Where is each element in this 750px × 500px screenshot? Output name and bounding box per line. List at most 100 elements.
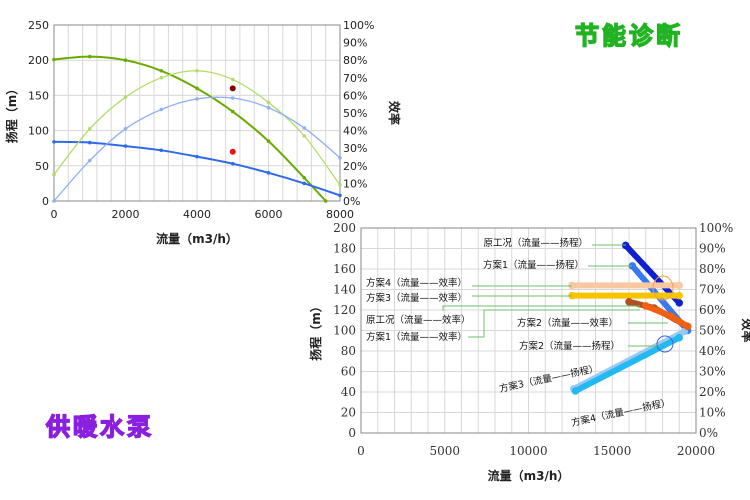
title-heating-pump: 供暖水泵 (45, 412, 154, 441)
y2-tick-label: 30% (343, 142, 367, 155)
data-point (123, 95, 128, 99)
data-point (159, 68, 164, 73)
y-tick-label: 160 (333, 262, 356, 276)
x-tick-label: 20000 (677, 444, 715, 458)
y-tick-label: 250 (28, 19, 49, 32)
data-point (302, 175, 307, 180)
y-tick-label: 200 (28, 54, 49, 67)
series-marker (675, 281, 683, 290)
chart-0: 0 50 100 150 200 250 0% 10% 20% 30% 40% 50% 60% 70% 80… (4, 19, 402, 246)
y-tick-label: 50 (35, 160, 49, 173)
y2-axis-label: 效率 (740, 318, 750, 342)
series-marker (571, 387, 580, 395)
y-tick-label: 60 (341, 365, 356, 379)
series-head-green (54, 55, 327, 201)
data-point (52, 172, 56, 177)
annotation-label: 方案1（流量——扬程） (483, 259, 584, 271)
data-point (338, 193, 342, 198)
y2-tick-label: 90% (699, 242, 726, 256)
series-marker (680, 327, 689, 336)
y2-tick-label: 40% (343, 125, 367, 138)
x-tick-label: 15000 (593, 444, 631, 458)
data-point (302, 134, 307, 138)
y2-tick-label: 90% (343, 37, 367, 50)
data-point (52, 57, 56, 62)
x-tick-label: 10000 (509, 444, 547, 458)
y-tick-label: 20 (341, 406, 356, 420)
series-方案1（流量——效率） (642, 302, 691, 330)
data-point (195, 68, 199, 73)
y2-tick-label: 10% (343, 177, 367, 190)
y-axis-label: 扬程（m） (4, 83, 19, 144)
y-tick-label: 0 (42, 195, 49, 208)
y-tick-label: 200 (333, 221, 356, 235)
y2-tick-label: 30% (699, 365, 726, 379)
data-point (338, 183, 342, 187)
data-point (302, 181, 307, 186)
data-point (123, 127, 128, 131)
data-point (87, 127, 92, 131)
operating-point-darkred (229, 85, 236, 92)
data-point (266, 171, 271, 175)
annotation-label: 原工况（流量——扬程） (483, 237, 588, 249)
series-marker (625, 298, 633, 306)
data-point (159, 76, 164, 80)
x-axis-label: 流量（m3/h） (156, 231, 238, 246)
data-point (123, 58, 128, 62)
y-tick-label: 150 (28, 89, 49, 102)
y2-tick-label: 100% (699, 221, 733, 235)
y2-tick-label: 20% (699, 385, 726, 399)
y2-tick-label: 100% (343, 19, 374, 32)
y2-tick-label: 70% (699, 283, 726, 297)
data-point (323, 199, 328, 203)
data-point (159, 107, 164, 112)
annotation-label: 方案3（流量——扬程） (498, 362, 599, 395)
y-tick-label: 100 (28, 125, 49, 138)
series-marker (675, 333, 683, 342)
y-tick-label: 180 (333, 242, 356, 256)
y-tick-label: 140 (333, 283, 356, 297)
data-point (87, 140, 92, 145)
annotation-label: 方案2（流量——效率） (517, 317, 618, 329)
y-tick-label: 80 (341, 344, 356, 358)
annotation-label: 方案3（流量——效率） (366, 292, 467, 304)
y-tick-label: 0 (348, 426, 356, 440)
data-point (266, 139, 271, 143)
series-方案4（流量——扬程） (572, 334, 683, 394)
highlight-ring-efficiency (652, 275, 674, 301)
y2-tick-label: 80% (699, 262, 726, 276)
x-axis-label: 流量（m3/h） (488, 468, 570, 483)
operating-point-red (229, 148, 236, 155)
y2-tick-label: 20% (343, 160, 367, 173)
annotation-label: 原工况（流量——效率） (366, 314, 471, 326)
y2-tick-label: 70% (343, 72, 367, 85)
data-point (195, 97, 199, 101)
data-point (230, 109, 235, 114)
annotation-leader-line (442, 305, 640, 311)
data-point (302, 126, 307, 130)
data-point (230, 77, 235, 82)
plot-frame (53, 24, 341, 202)
y2-tick-label: 60% (343, 89, 367, 102)
data-point (195, 154, 199, 159)
y2-axis-label: 效率 (387, 101, 402, 125)
y-tick-label: 40 (341, 385, 356, 399)
data-point (230, 161, 235, 166)
y2-tick-label: 10% (699, 406, 726, 420)
x-tick-label: 6000 (255, 208, 283, 221)
series-marker (675, 291, 683, 300)
data-point (266, 105, 271, 110)
y2-tick-label: 0% (343, 195, 360, 208)
data-point (87, 54, 92, 59)
series-marker (683, 322, 692, 331)
data-point (266, 100, 271, 105)
series-marker (675, 299, 683, 307)
x-tick-label: 2000 (112, 208, 140, 221)
x-tick-label: 5000 (429, 444, 460, 458)
y2-tick-label: 50% (699, 324, 726, 338)
x-tick-label: 0 (51, 208, 58, 221)
annotation-label: 方案2（流量——扬程） (519, 340, 620, 352)
y2-tick-label: 60% (699, 303, 726, 317)
x-tick-label: 0 (357, 444, 365, 458)
